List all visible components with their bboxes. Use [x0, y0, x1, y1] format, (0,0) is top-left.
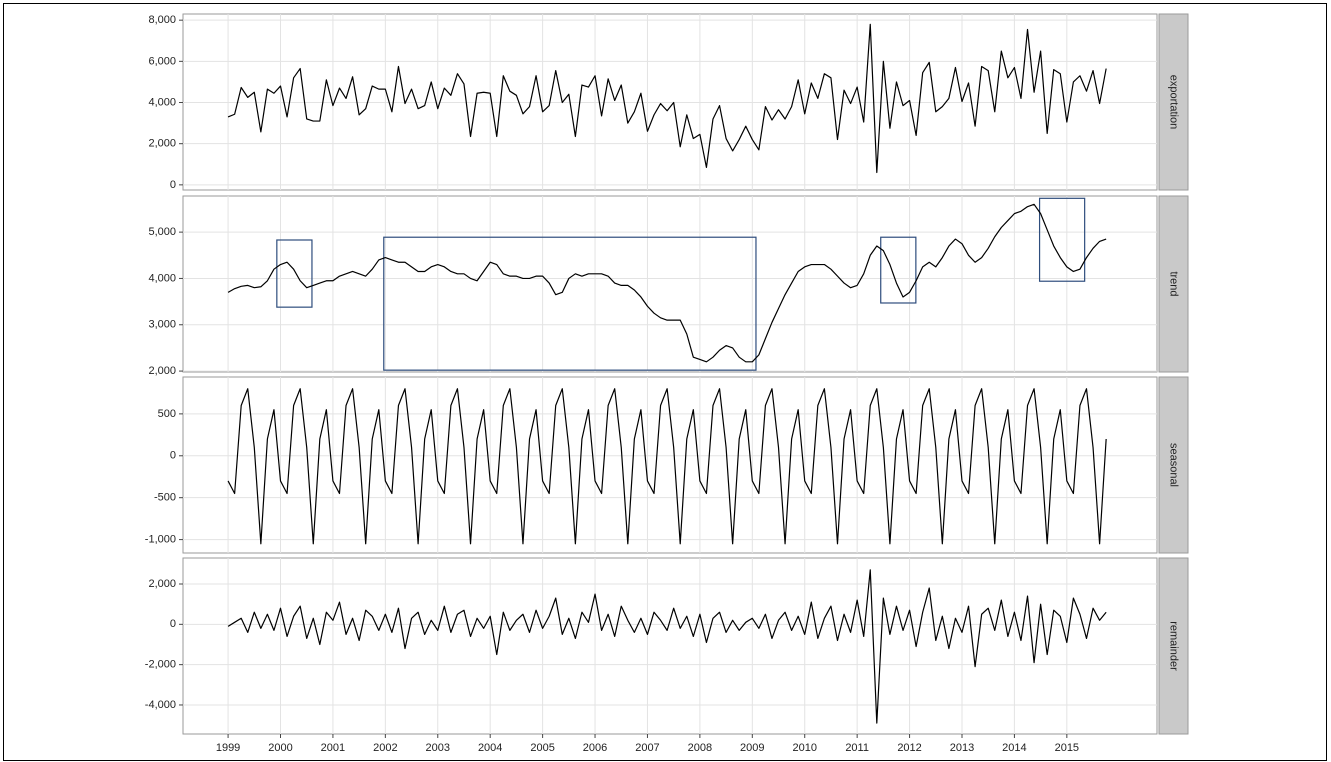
- x-tick-label: 2005: [530, 742, 554, 754]
- y-tick-label: 0: [170, 179, 176, 191]
- x-tick-label: 2014: [1002, 742, 1026, 754]
- highlight-box: [383, 236, 757, 371]
- x-tick-label: 2010: [792, 742, 816, 754]
- x-tick-label: 2004: [478, 742, 502, 754]
- y-tick-label: 3,000: [148, 319, 176, 331]
- y-tick-label: 2,000: [148, 365, 176, 377]
- series-line: [227, 23, 1107, 174]
- facet-label: trend: [1168, 271, 1180, 296]
- y-tick-label: 4,000: [148, 272, 176, 284]
- y-tick-label: 500: [158, 408, 176, 420]
- x-tick-label: 2001: [321, 742, 345, 754]
- x-tick-label: 2006: [583, 742, 607, 754]
- y-tick-label: -500: [154, 492, 176, 504]
- x-tick-label: 2003: [426, 742, 450, 754]
- facet-label: exportation: [1168, 75, 1180, 129]
- y-tick-label: -1,000: [145, 533, 176, 545]
- y-tick-label: 2,000: [148, 578, 176, 590]
- series-line: [227, 203, 1107, 363]
- x-tick-label: 2013: [950, 742, 974, 754]
- x-tick-label: 1999: [216, 742, 240, 754]
- x-tick-label: 2007: [635, 742, 659, 754]
- x-tick-label: 2011: [845, 742, 869, 754]
- facet-strip: [1158, 376, 1189, 554]
- highlight-box: [1038, 197, 1086, 282]
- x-tick-label: 2002: [373, 742, 397, 754]
- panel-background: [182, 376, 1158, 554]
- facet-label: remainder: [1168, 621, 1180, 671]
- x-tick-label: 2015: [1055, 742, 1079, 754]
- series-line: [227, 388, 1107, 545]
- y-tick-label: 0: [170, 450, 176, 462]
- y-tick-label: 0: [170, 618, 176, 630]
- facet-label: seasonal: [1168, 443, 1180, 487]
- y-tick-label: -2,000: [145, 659, 176, 671]
- y-tick-label: 6,000: [148, 55, 176, 67]
- x-tick-label: 2008: [688, 742, 712, 754]
- highlight-box: [276, 239, 313, 308]
- series-line: [227, 569, 1107, 724]
- x-tick-label: 2012: [897, 742, 921, 754]
- y-tick-label: 8,000: [148, 14, 176, 26]
- x-tick-label: 2000: [268, 742, 292, 754]
- page-frame: [3, 3, 1327, 761]
- y-tick-label: 5,000: [148, 226, 176, 238]
- y-tick-label: 2,000: [148, 138, 176, 150]
- x-tick-label: 2009: [740, 742, 764, 754]
- facet-strip: [1158, 13, 1189, 191]
- panel-background: [182, 13, 1158, 191]
- y-tick-label: -4,000: [145, 699, 176, 711]
- y-tick-label: 4,000: [148, 96, 176, 108]
- panel-background: [182, 195, 1158, 373]
- highlight-box: [880, 236, 917, 304]
- facet-strip: [1158, 195, 1189, 373]
- facet-strip: [1158, 557, 1189, 735]
